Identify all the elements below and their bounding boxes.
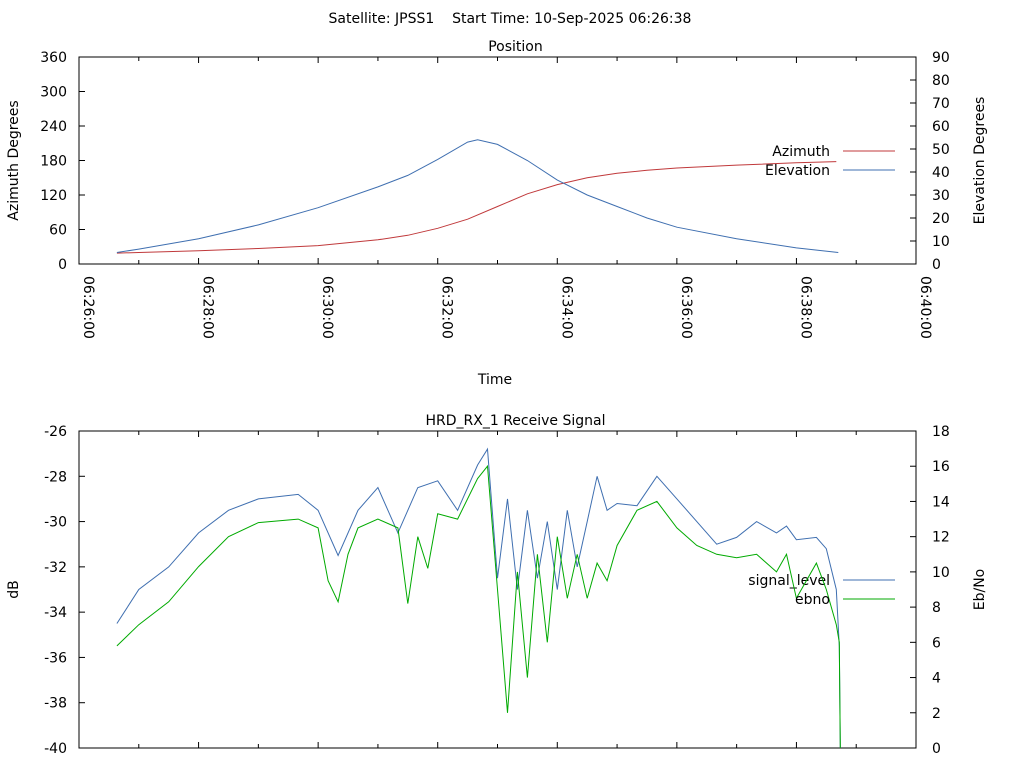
chart-title: HRD_RX_1 Receive Signal <box>426 413 606 429</box>
series-line-signal_level <box>116 447 841 749</box>
figure-header: Satellite: JPSS1 Start Time: 10-Sep-2025… <box>329 11 692 27</box>
y2-axis-label: Elevation Degrees <box>972 97 988 225</box>
x-tick-label: 06:36:00 <box>678 276 694 339</box>
x-tick-label: 06:38:00 <box>797 276 813 339</box>
y-tick-label: -34 <box>44 605 67 621</box>
x-tick-label: 06:26:00 <box>80 276 96 339</box>
y2-tick-label: 10 <box>932 565 950 581</box>
x-tick-label: 06:40:00 <box>917 276 933 339</box>
y-tick-label: -36 <box>44 650 67 666</box>
y2-tick-label: 0 <box>932 741 941 757</box>
legend-label: ebno <box>795 592 830 608</box>
y2-tick-label: 8 <box>932 600 941 616</box>
y2-tick-label: 60 <box>932 119 950 135</box>
receive-signal-chart: HRD_RX_1 Receive Signal -40 -38 -36 -34 -32 -3… <box>6 413 988 757</box>
y-tick-label: -40 <box>44 741 67 757</box>
y-tick-label: 360 <box>40 50 67 66</box>
y-tick-label: 120 <box>40 188 67 204</box>
position-chart: Position 0 60 120 180 240 300 360 0 10 20 30 40 50 60 7… <box>6 39 988 388</box>
y-tick-label: 300 <box>40 85 67 101</box>
chart-title: Position <box>488 39 543 55</box>
y2-tick-label: 30 <box>932 188 950 204</box>
y2-axis-label: Eb/No <box>972 569 988 611</box>
y2-tick-label: 10 <box>932 234 950 250</box>
y-tick-label: 240 <box>40 119 67 135</box>
y2-tick-label: 40 <box>932 165 950 181</box>
y2-tick-label: 90 <box>932 50 950 66</box>
y2-tick-label: 6 <box>932 635 941 651</box>
y-tick-label: -28 <box>44 469 67 485</box>
y-tick-label: -30 <box>44 515 67 531</box>
legend-label: signal_level <box>748 573 830 589</box>
x-tick-label: 06:34:00 <box>558 276 574 339</box>
y2-tick-label: 4 <box>932 671 941 687</box>
y-tick-label: -26 <box>44 424 67 440</box>
x-axis-label: Time <box>477 372 512 388</box>
legend-label: Azimuth <box>772 144 830 160</box>
y2-tick-label: 12 <box>932 530 950 546</box>
y-tick-label: -32 <box>44 560 67 576</box>
y2-tick-label: 70 <box>932 96 950 112</box>
y2-tick-label: 80 <box>932 73 950 89</box>
y2-tick-label: 50 <box>932 142 950 158</box>
x-tick-label: 06:30:00 <box>319 276 335 339</box>
y2-tick-label: 18 <box>932 424 950 440</box>
y-axis-label: Azimuth Degrees <box>6 100 22 220</box>
y2-tick-label: 20 <box>932 211 950 227</box>
y-tick-label: 0 <box>58 257 67 273</box>
y-axis-label: dB <box>6 580 22 599</box>
x-tick-label: 06:32:00 <box>439 276 455 339</box>
y-tick-label: 60 <box>49 223 67 239</box>
series-line-ebno <box>116 464 841 749</box>
legend-label: Elevation <box>765 163 830 179</box>
y2-tick-label: 14 <box>932 494 950 510</box>
y-tick-label: -38 <box>44 696 67 712</box>
y2-tick-label: 0 <box>932 257 941 273</box>
plot-frame <box>78 56 917 265</box>
series-line-Azimuth <box>116 161 837 254</box>
series-line-Elevation <box>116 139 839 253</box>
x-tick-label: 06:28:00 <box>200 276 216 339</box>
y2-tick-label: 16 <box>932 459 950 475</box>
y2-tick-label: 2 <box>932 706 941 722</box>
y-tick-label: 180 <box>40 154 67 170</box>
